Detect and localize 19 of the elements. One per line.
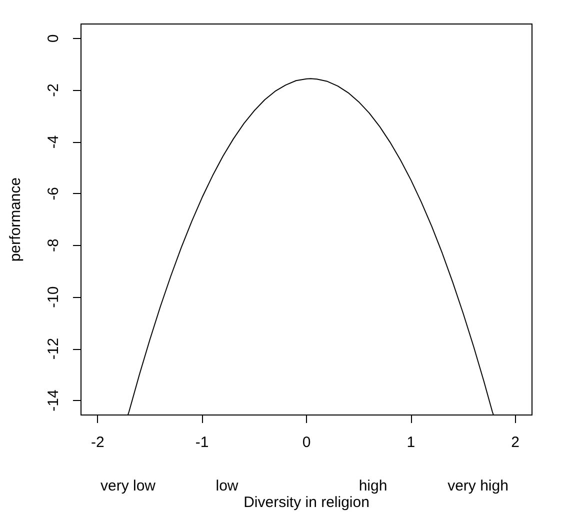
- y-tick-label: -14: [45, 390, 62, 412]
- text: high: [358, 478, 388, 494]
- y-tick-label: -12: [45, 338, 62, 360]
- x-tick-label: -1: [195, 434, 209, 451]
- y-tick-label: -4: [45, 135, 62, 149]
- x-tick-label: 2: [511, 434, 520, 451]
- y-axis-title: performance: [7, 177, 24, 262]
- text: very low: [100, 478, 156, 494]
- text: low: [216, 478, 238, 494]
- x-axis-title: Diversity in religion: [244, 494, 370, 511]
- text: very high: [448, 478, 508, 494]
- y-tick-label: -10: [45, 286, 62, 308]
- x-tick-label: 1: [406, 434, 416, 451]
- y-tick-label: -8: [45, 238, 62, 252]
- x-tick-label: 0: [302, 434, 311, 451]
- y-tick-label: 0: [45, 34, 62, 43]
- x-tick-label: -2: [91, 434, 104, 451]
- y-tick-label: -6: [45, 186, 62, 200]
- y-tick-label: -2: [45, 84, 62, 97]
